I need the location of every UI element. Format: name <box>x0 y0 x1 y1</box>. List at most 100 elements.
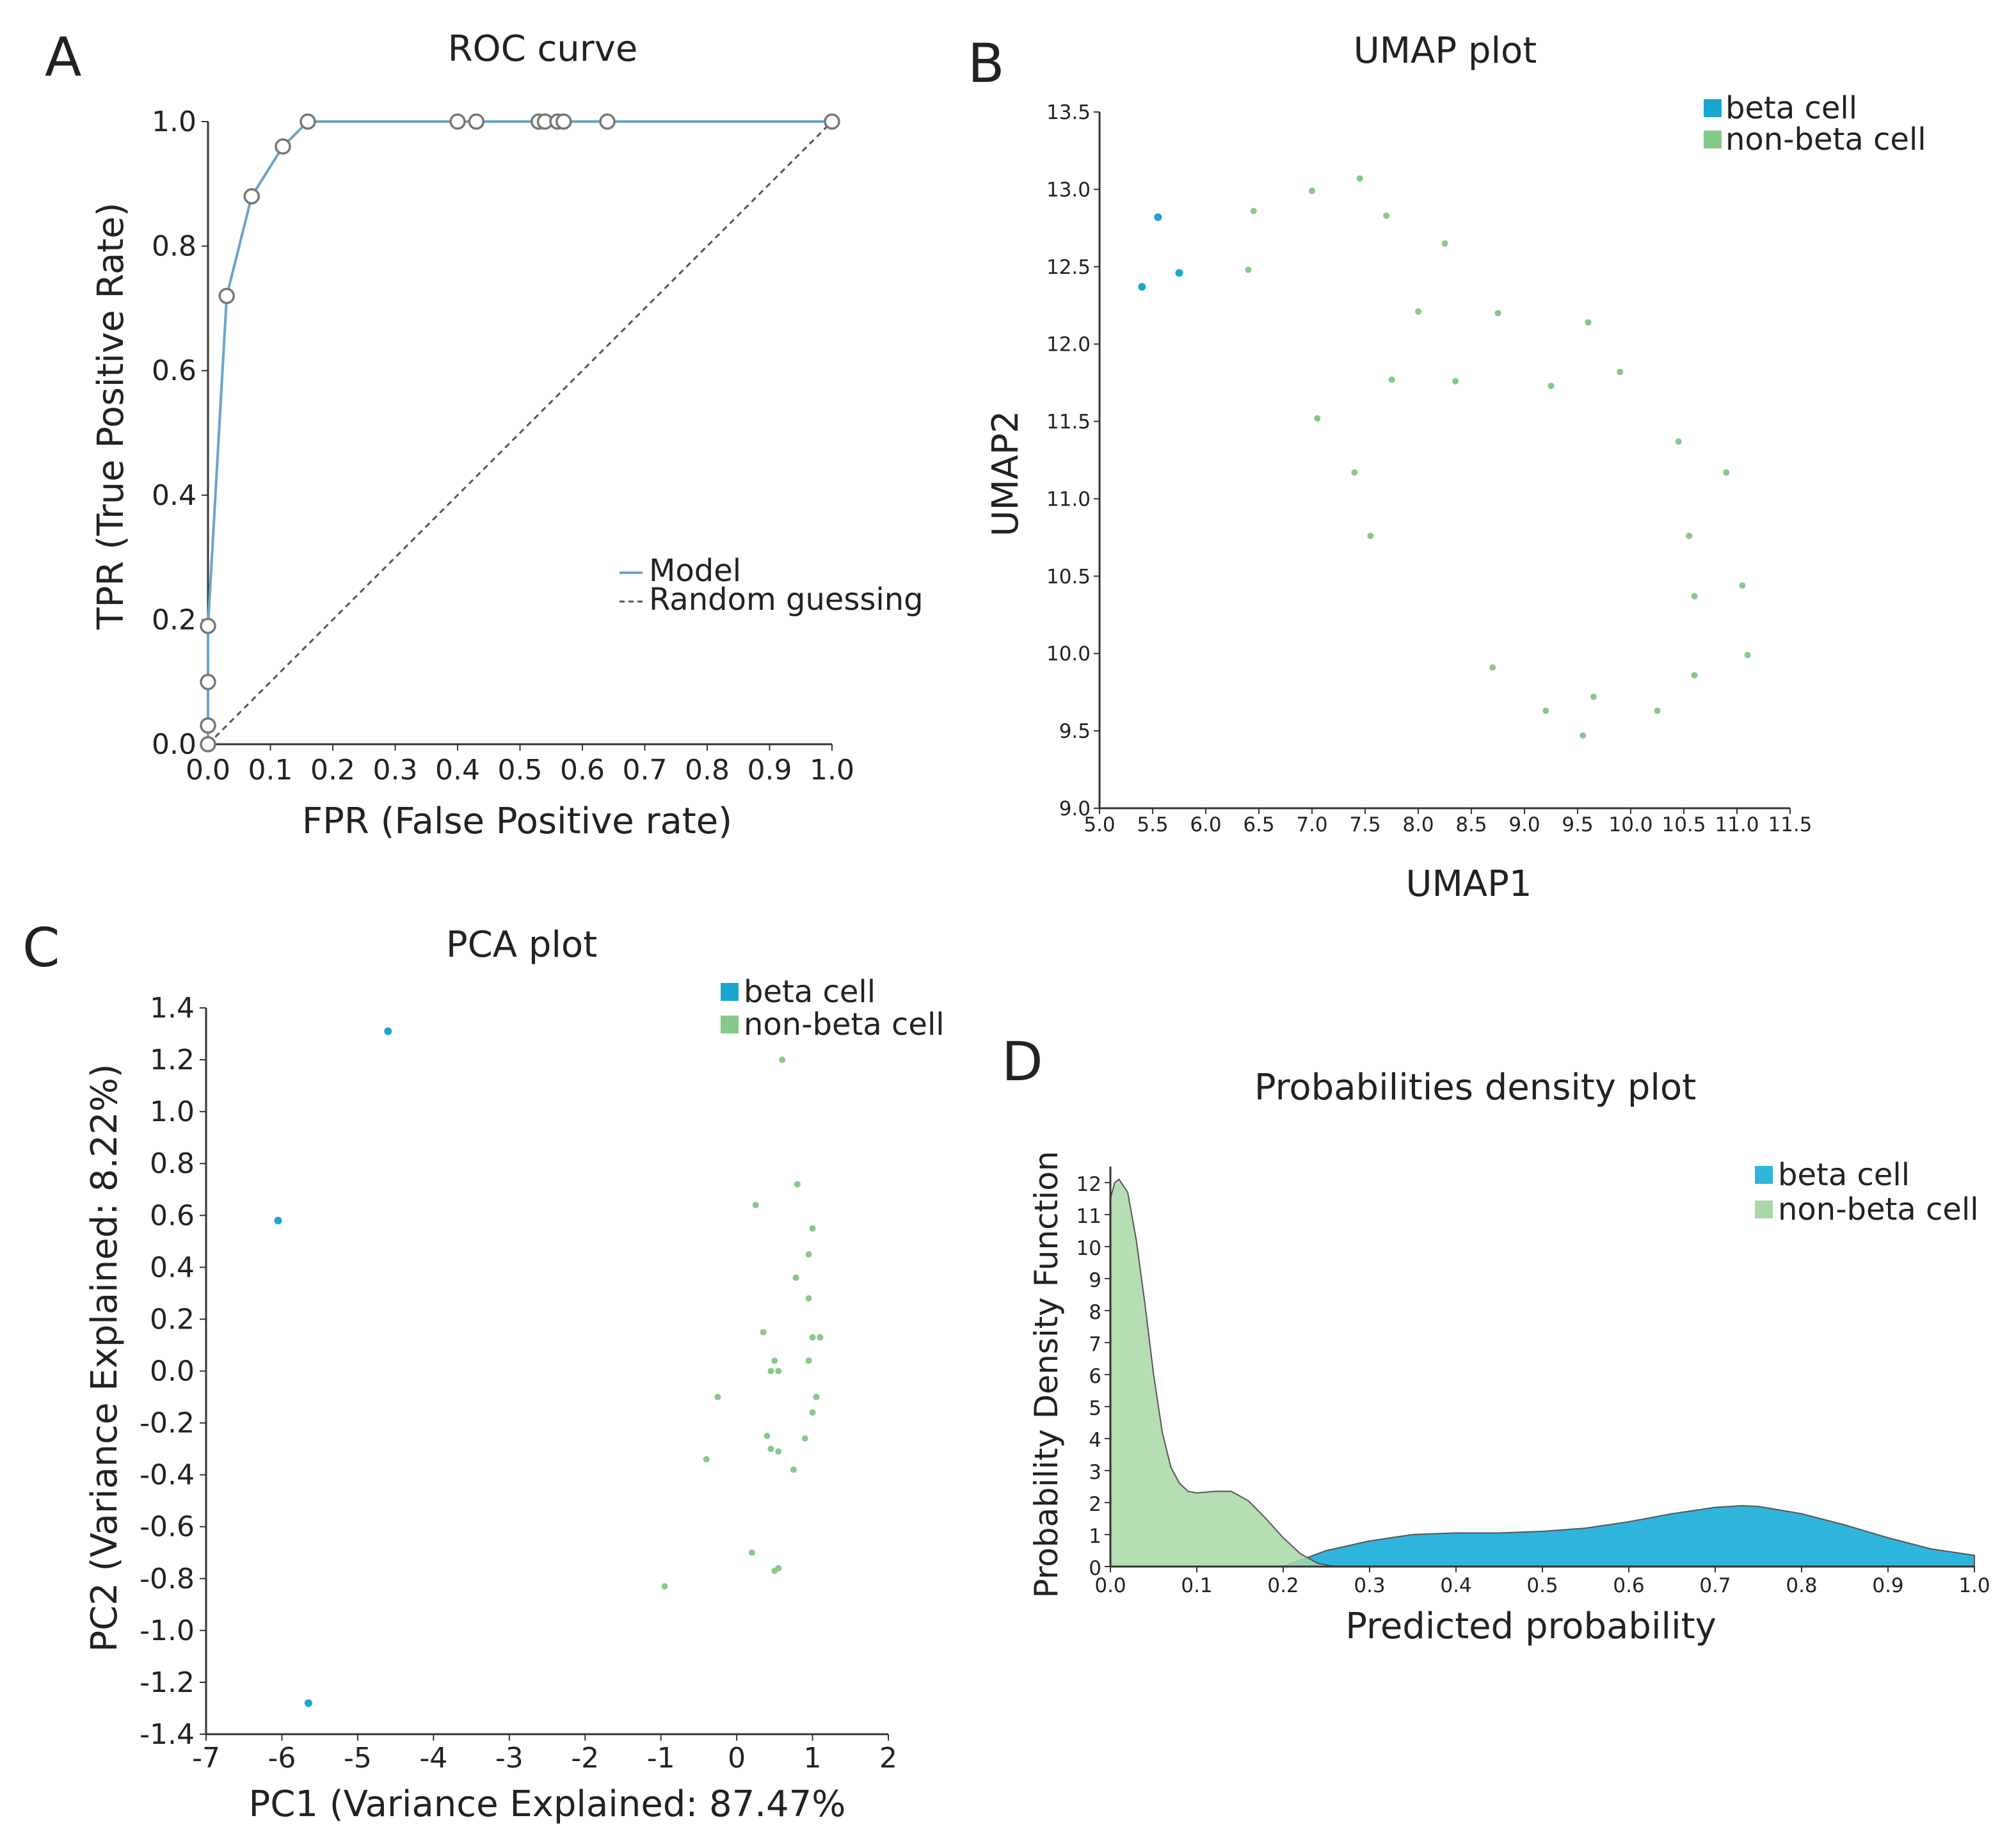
legend-nonbeta-label: non-beta cell <box>1725 122 1926 157</box>
legend-beta-swatch <box>721 983 739 1001</box>
y-tick-label: 0.6 <box>152 355 196 387</box>
x-tick-label: 10.0 <box>1608 813 1652 836</box>
roc-point <box>275 138 291 155</box>
non-beta-cell-point <box>809 1334 816 1341</box>
legend-beta-label: beta cell <box>1725 90 1857 126</box>
beta-cell-point <box>304 1699 312 1707</box>
x-tick-label: 8.5 <box>1455 813 1487 836</box>
y-tick-label: 9.5 <box>1059 720 1091 743</box>
x-tick-label: 0.6 <box>560 754 605 786</box>
y-tick-label: 0.2 <box>150 1303 195 1336</box>
non-beta-cell-point <box>1250 207 1257 214</box>
y-tick-label: 1.4 <box>150 992 195 1025</box>
legend-nonbeta-swatch <box>1704 131 1722 148</box>
roc-point <box>556 113 572 130</box>
non-beta-cell-point <box>1542 707 1549 714</box>
random-guessing-line <box>207 120 833 746</box>
legend-beta-label: beta cell <box>1778 1157 1910 1193</box>
x-tick-label: 2 <box>879 1742 897 1775</box>
x-tick-label: 7.5 <box>1349 813 1380 836</box>
x-tick-label: 0.4 <box>435 754 480 786</box>
non-beta-cell-point <box>767 1368 774 1375</box>
panel-b-ylabel: UMAP2 <box>985 410 1027 536</box>
y-tick-label: 5 <box>1089 1397 1101 1420</box>
x-tick-label: -5 <box>344 1742 372 1775</box>
non-beta-cell-point <box>1452 378 1459 385</box>
panel-b-legend: beta cell non-beta cell <box>1704 90 1926 157</box>
non-beta-cell-point <box>1744 651 1751 658</box>
y-tick-label: 13.5 <box>1046 101 1091 124</box>
x-tick-label: 0.9 <box>1872 1574 1903 1597</box>
x-tick-label: 0.3 <box>373 754 418 786</box>
non-beta-cell-point <box>1489 664 1496 671</box>
x-tick-label: 5.5 <box>1137 813 1168 836</box>
x-tick-label: 0.1 <box>1181 1574 1212 1597</box>
y-tick-label: 13.0 <box>1046 179 1091 202</box>
panel-d-title: Probabilities density plot <box>1254 1067 1696 1108</box>
x-tick-label: 1.0 <box>810 754 854 786</box>
x-tick-label: 0.7 <box>1699 1574 1731 1597</box>
x-tick-label: 0 <box>728 1742 746 1775</box>
non-beta-cell-point <box>1723 469 1730 476</box>
non-beta-cell-point <box>1548 382 1555 389</box>
non-beta-cell-point <box>1351 469 1358 476</box>
x-tick-label: 5.0 <box>1084 813 1115 836</box>
y-tick-label: 8 <box>1089 1301 1101 1324</box>
roc-point <box>218 287 235 305</box>
x-tick-label: 1 <box>804 1742 822 1775</box>
y-tick-label: 10 <box>1076 1237 1101 1260</box>
panel-a-title: ROC curve <box>448 28 638 70</box>
x-tick-label: -6 <box>268 1742 296 1775</box>
non-beta-cell-point <box>1585 319 1592 326</box>
roc-point <box>243 188 260 205</box>
legend-model-label: Model <box>649 553 741 589</box>
non-beta-cell-point <box>1654 707 1661 714</box>
y-tick-label: 0 <box>1089 1557 1101 1580</box>
y-tick-label: 12.0 <box>1046 333 1091 356</box>
non-beta-cell-density-area <box>1110 1178 1336 1567</box>
non-beta-cell-point <box>1441 240 1448 247</box>
panel-a-roc: A ROC curve FPR (False Positive rate) TP… <box>45 26 924 842</box>
non-beta-cell-point <box>1245 266 1252 273</box>
x-tick-label: 0.6 <box>1613 1574 1644 1597</box>
non-beta-cell-point <box>661 1583 668 1590</box>
x-tick-label: 7.0 <box>1296 813 1327 836</box>
y-tick-label: -0.2 <box>140 1407 195 1440</box>
non-beta-cell-point <box>805 1357 812 1364</box>
y-tick-label: 1 <box>1089 1525 1101 1548</box>
roc-point <box>599 113 616 130</box>
panel-d-density: D Probabilities density plot Predicted p… <box>1002 1030 1990 1647</box>
non-beta-cell-point <box>1580 732 1587 739</box>
non-beta-cell-point <box>1356 175 1363 182</box>
y-tick-label: 0.4 <box>152 479 196 512</box>
y-tick-label: 0.2 <box>152 603 196 636</box>
non-beta-cell-point <box>767 1446 774 1453</box>
non-beta-cell-point <box>1686 532 1693 539</box>
panel-d-legend: beta cell non-beta cell <box>1755 1157 1979 1227</box>
y-tick-label: 2 <box>1089 1493 1101 1516</box>
non-beta-cell-point <box>703 1456 710 1463</box>
x-tick-label: -1 <box>647 1742 675 1775</box>
non-beta-cell-point <box>760 1328 767 1336</box>
y-tick-label: 10.5 <box>1046 565 1091 588</box>
y-tick-label: 3 <box>1089 1461 1101 1484</box>
panel-d-xlabel: Predicted probability <box>1345 1606 1716 1647</box>
non-beta-cell-point <box>817 1334 824 1341</box>
x-tick-label: 10.5 <box>1661 813 1706 836</box>
y-tick-label: 0.0 <box>150 1355 195 1388</box>
panel-c-legend: beta cell non-beta cell <box>721 974 945 1042</box>
x-tick-label: 9.5 <box>1562 813 1593 836</box>
x-tick-label: 0.8 <box>685 754 730 786</box>
panel-b-xlabel: UMAP1 <box>1405 863 1532 905</box>
x-tick-label: 0.5 <box>1526 1574 1558 1597</box>
x-tick-label: 11.0 <box>1715 813 1759 836</box>
non-beta-cell-point <box>752 1202 759 1209</box>
panel-a-ylabel: TPR (True Positive Rate) <box>90 202 132 630</box>
non-beta-cell-point <box>1494 310 1501 317</box>
y-tick-label: 9 <box>1089 1269 1101 1292</box>
y-tick-label: -0.4 <box>140 1459 195 1492</box>
panel-b-umap: B UMAP plot UMAP1 UMAP2 beta cell non-be… <box>968 30 1926 905</box>
x-tick-label: 0.8 <box>1786 1574 1817 1597</box>
x-tick-label: -7 <box>192 1742 220 1775</box>
non-beta-cell-point <box>1383 212 1390 219</box>
